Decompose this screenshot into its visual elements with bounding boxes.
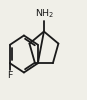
Text: NH$_2$: NH$_2$: [35, 7, 55, 20]
Text: F: F: [7, 71, 13, 80]
